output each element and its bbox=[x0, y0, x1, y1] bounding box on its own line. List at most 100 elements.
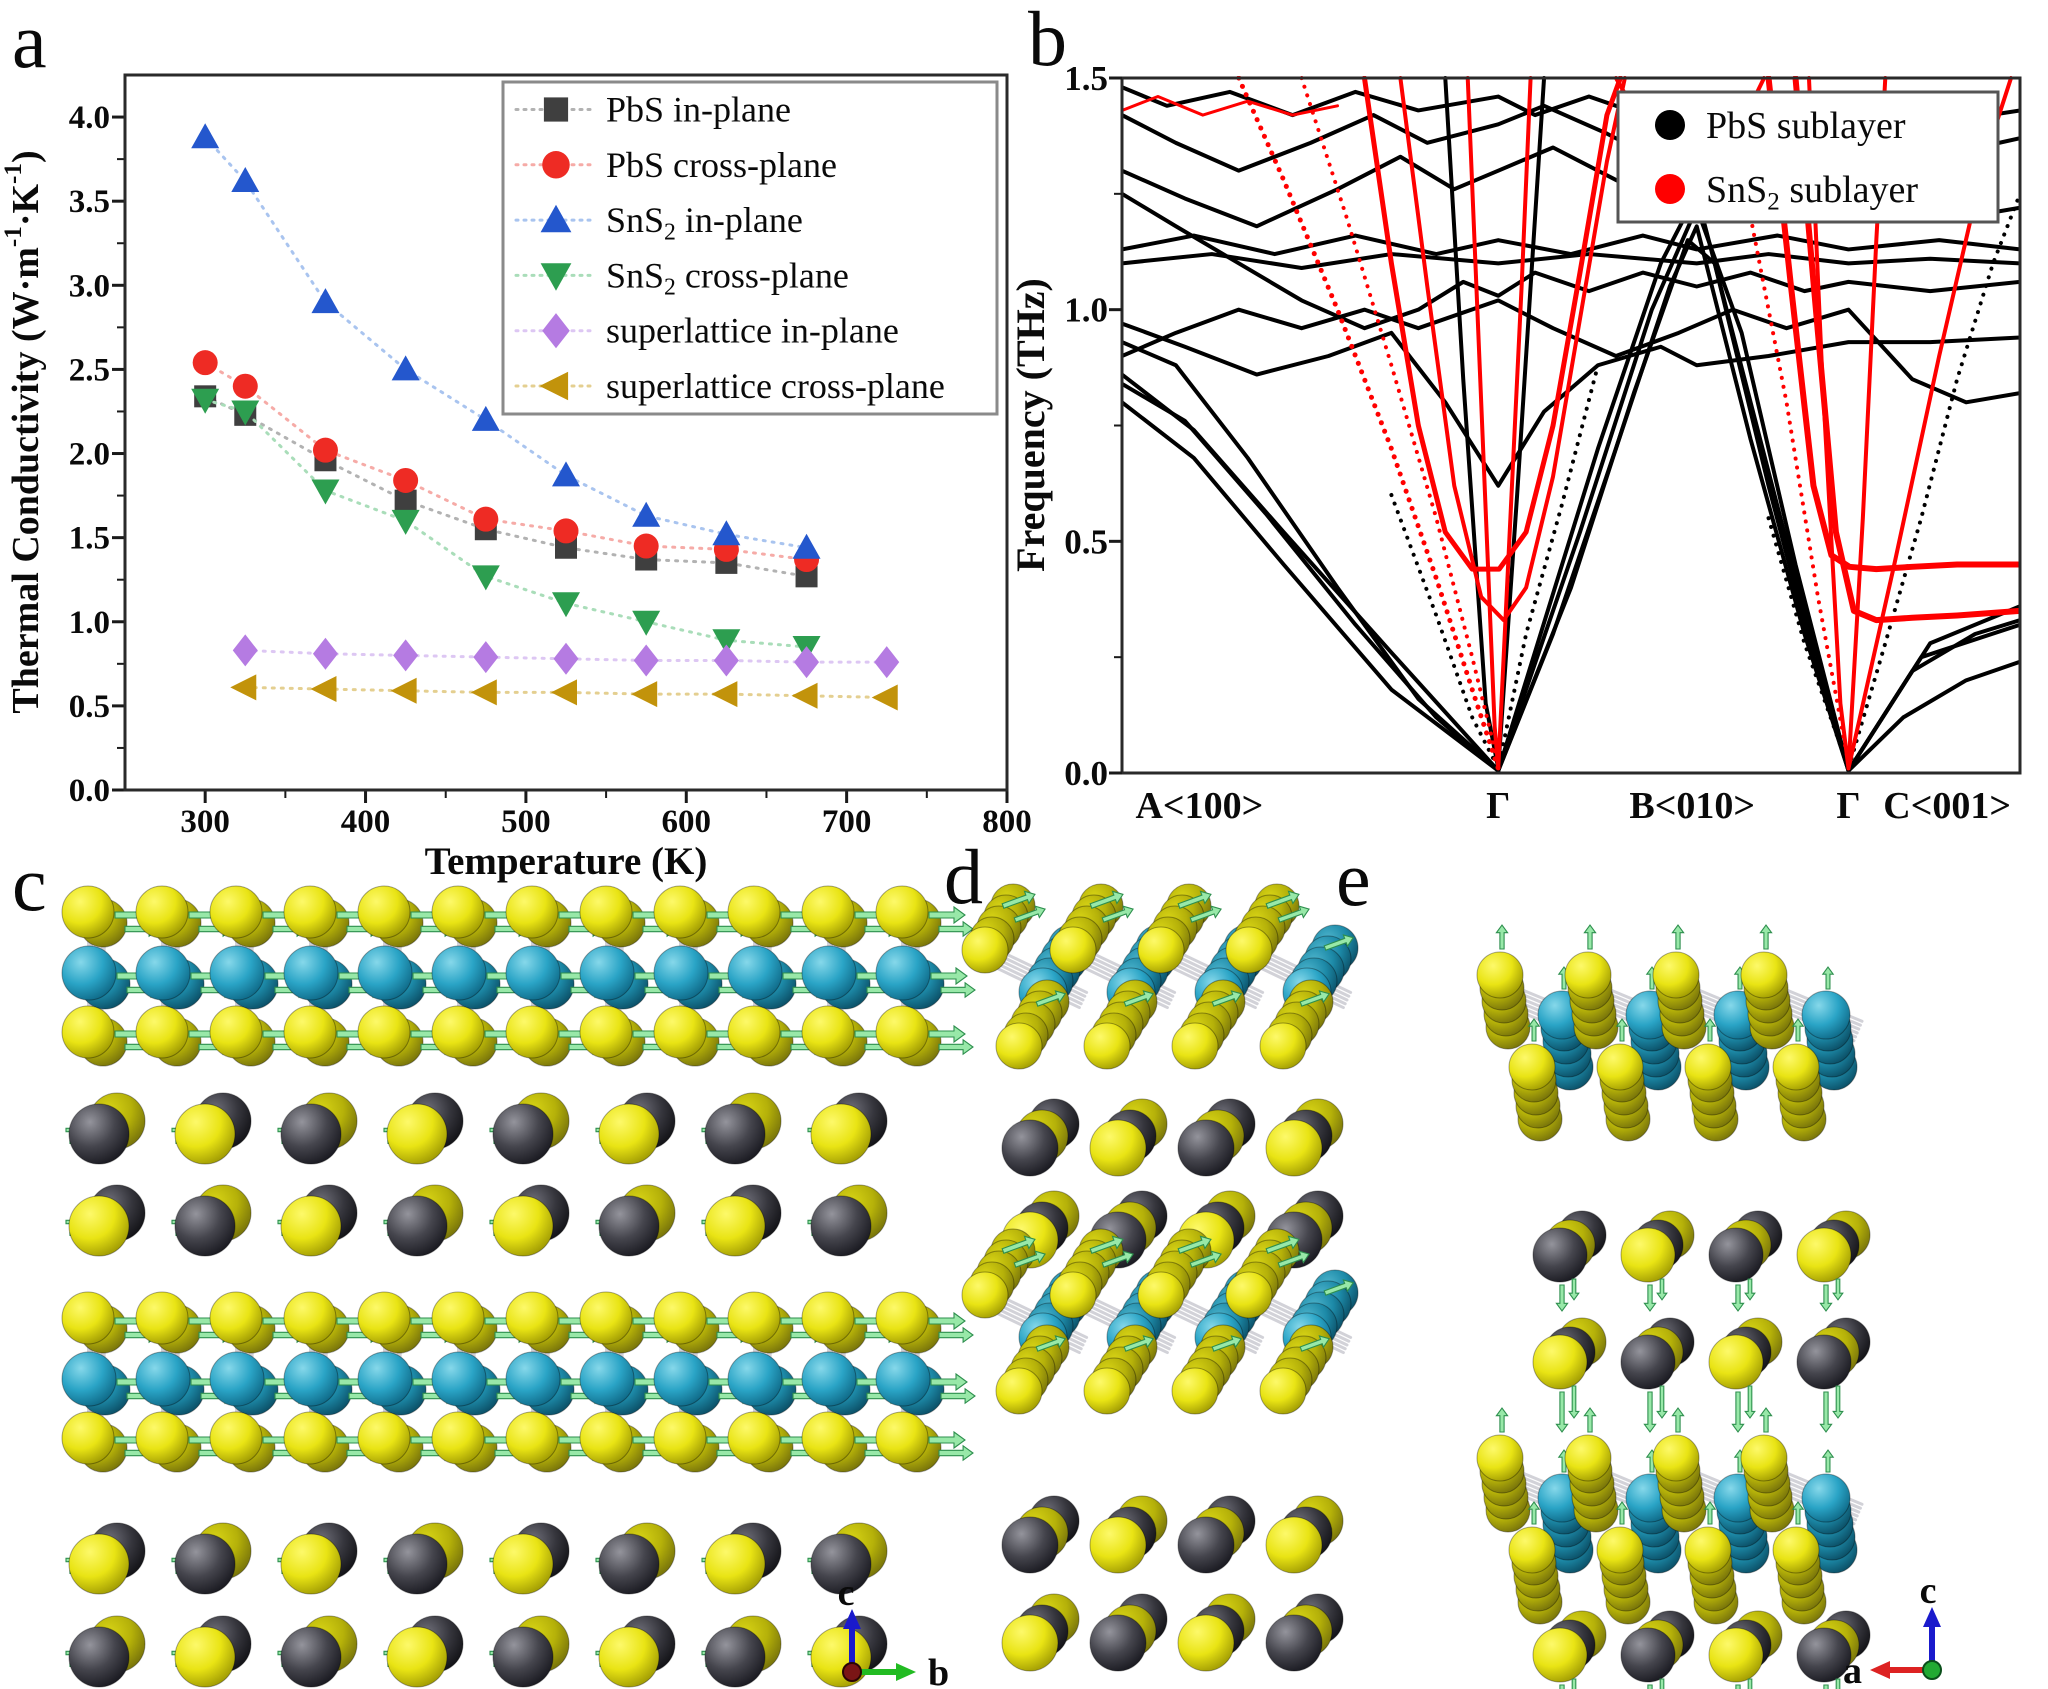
atom-S bbox=[283, 1005, 337, 1059]
displacement-arrow bbox=[1323, 1279, 1355, 1296]
atom-S bbox=[505, 885, 559, 939]
displacement-arrow bbox=[1568, 1385, 1580, 1419]
atom-S bbox=[209, 1411, 263, 1465]
displacement-arrow bbox=[1819, 1284, 1833, 1312]
y-tick-label: 1.0 bbox=[1064, 291, 1108, 330]
displacement-arrow bbox=[1265, 890, 1300, 909]
atom-S bbox=[357, 885, 411, 939]
atom-S bbox=[1225, 1271, 1273, 1319]
displacement-arrow bbox=[1177, 1235, 1212, 1254]
atom-Sn bbox=[1801, 1473, 1851, 1523]
marker-triangle-down bbox=[540, 263, 572, 291]
legend-label: superlattice in-plane bbox=[606, 311, 899, 351]
marker-circle bbox=[232, 373, 258, 399]
atom-Sn bbox=[209, 945, 265, 1001]
displacement-arrow bbox=[1643, 1284, 1657, 1312]
atom-S bbox=[1177, 1614, 1235, 1672]
atom-S bbox=[1740, 1434, 1788, 1482]
displacement-arrow bbox=[1703, 1018, 1717, 1042]
atom-Pb bbox=[704, 1103, 766, 1165]
x-tick-label: 700 bbox=[822, 804, 872, 840]
displacement-arrow bbox=[1035, 1335, 1067, 1352]
atom-S bbox=[61, 1291, 115, 1345]
displacement-arrow bbox=[1189, 1250, 1222, 1268]
atom-Sn bbox=[579, 945, 635, 1001]
atom-S bbox=[995, 1367, 1043, 1415]
atom-Sn bbox=[283, 945, 339, 1001]
atom-S bbox=[1684, 1043, 1732, 1091]
atom-S bbox=[68, 1533, 130, 1595]
phonon-bands bbox=[1122, 76, 2020, 773]
atom-S bbox=[505, 1005, 559, 1059]
atom-S bbox=[135, 1005, 189, 1059]
atom-S bbox=[1708, 1627, 1764, 1683]
atom-S bbox=[1532, 1334, 1588, 1390]
atom-S bbox=[492, 1533, 554, 1595]
atom-S bbox=[505, 1411, 559, 1465]
panel-a-label: a bbox=[12, 0, 47, 84]
panel-a-legend: PbS in-plane PbS cross-plane SnS2 in-plane… bbox=[501, 80, 999, 416]
displacement-arrow bbox=[1671, 1407, 1685, 1433]
displacement-arrow bbox=[1791, 1501, 1805, 1525]
atom-Pb bbox=[810, 1533, 872, 1595]
atom-Pb bbox=[386, 1195, 448, 1257]
atom-Pb bbox=[280, 1103, 342, 1165]
atom-S bbox=[801, 885, 855, 939]
x-axis-title: Temperature (K) bbox=[425, 840, 708, 883]
kpath-label: A<100> bbox=[1135, 785, 1263, 827]
atom-S bbox=[875, 1291, 929, 1345]
atom-S bbox=[431, 1291, 485, 1345]
atom-S bbox=[1684, 1526, 1732, 1574]
displacement-arrow bbox=[1123, 990, 1155, 1007]
marker-diamond bbox=[794, 646, 820, 679]
marker-triangle-up bbox=[552, 461, 580, 487]
marker-diamond bbox=[393, 639, 419, 672]
atom-S bbox=[1532, 1627, 1588, 1683]
atom-Pb bbox=[1001, 1119, 1059, 1177]
displacement-arrow bbox=[1759, 1407, 1773, 1433]
atom-S bbox=[1740, 951, 1788, 999]
atom-S bbox=[174, 1626, 236, 1688]
displacement-arrow bbox=[1568, 1678, 1580, 1689]
displacement-arrow bbox=[928, 1024, 966, 1044]
marker-diamond bbox=[553, 642, 579, 675]
atom-Pb bbox=[1796, 1627, 1852, 1683]
y-axis-title: Thermal Conductivity (W·m-1·K-1) bbox=[0, 150, 47, 713]
panel-c-label: c bbox=[12, 840, 47, 927]
x-tick-label: 300 bbox=[180, 804, 230, 840]
marker-triangle-up bbox=[792, 533, 821, 559]
panel-b-legend: PbS sublayer SnS2 sublayer bbox=[1616, 90, 2000, 224]
displacement-arrow bbox=[938, 920, 974, 938]
atom-Sn bbox=[357, 945, 413, 1001]
marker-triangle-down bbox=[191, 388, 220, 414]
atom-Sn bbox=[727, 1351, 783, 1407]
marker-circle bbox=[553, 518, 579, 544]
atom-S bbox=[1708, 1334, 1764, 1390]
atom-Pb bbox=[1708, 1227, 1764, 1283]
displacement-arrow bbox=[930, 1372, 968, 1392]
displacement-arrow bbox=[938, 1038, 974, 1056]
atom-Pb bbox=[1177, 1516, 1235, 1574]
atom-S bbox=[1083, 1367, 1131, 1415]
atom-Pb bbox=[492, 1103, 554, 1165]
kpath-label: B<010> bbox=[1629, 785, 1755, 827]
atom-Sn bbox=[875, 945, 931, 1001]
marker-square bbox=[543, 97, 569, 122]
atom-S bbox=[1564, 1434, 1612, 1482]
marker-triangle-down bbox=[712, 629, 741, 655]
displacement-arrow bbox=[1615, 1018, 1629, 1042]
atom-Sn bbox=[653, 1351, 709, 1407]
displacement-arrow bbox=[1495, 1407, 1509, 1433]
atom-S bbox=[209, 1291, 263, 1345]
displacement-arrow bbox=[1013, 1250, 1046, 1268]
marker-diamond bbox=[312, 637, 338, 670]
kpath-label: Γ bbox=[1836, 785, 1860, 827]
series-superlattice-cross-plane bbox=[230, 674, 898, 711]
displacement-arrow bbox=[1527, 1501, 1541, 1525]
displacement-arrow bbox=[1001, 1235, 1036, 1254]
displacement-arrow bbox=[1101, 905, 1134, 923]
displacement-arrow bbox=[940, 981, 976, 999]
displacement-arrow bbox=[1089, 1235, 1124, 1254]
atom-S bbox=[1225, 926, 1273, 974]
